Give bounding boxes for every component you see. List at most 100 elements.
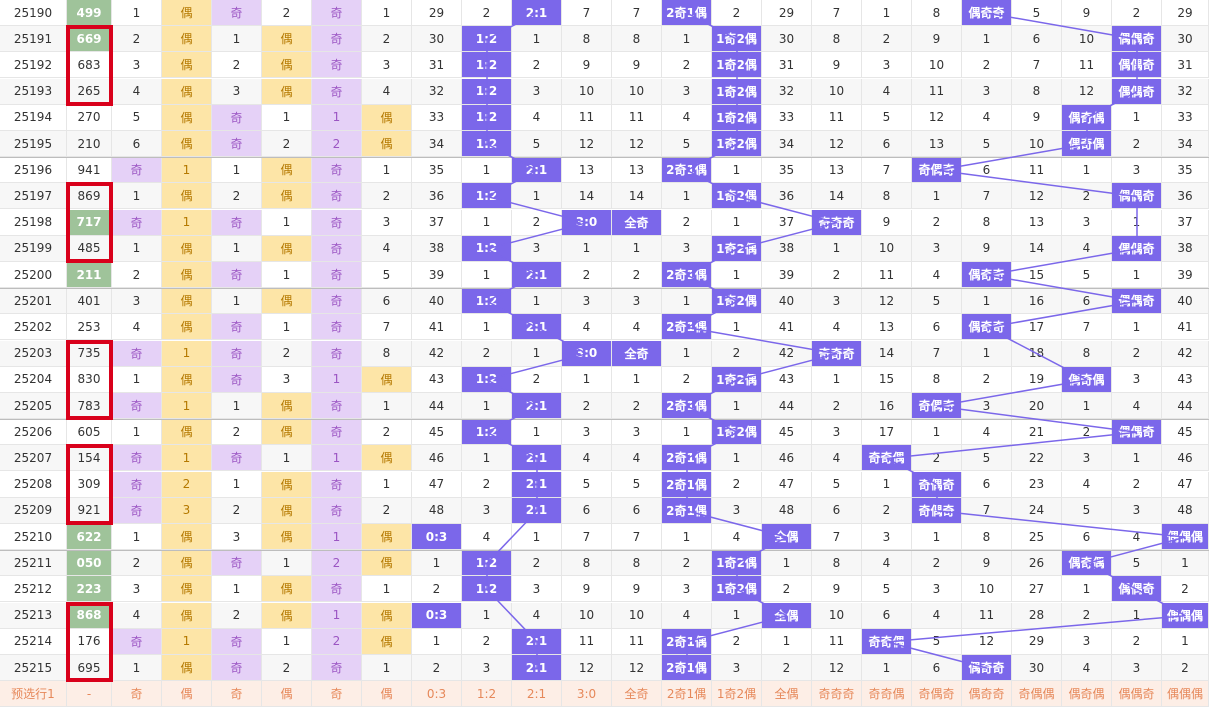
parity-cell: 2 (262, 131, 312, 157)
stat-cell: 4 (912, 602, 962, 629)
stat-cell: 4 (862, 78, 912, 105)
table-row: 25206 605 1 偶 2 偶奇 2 45 1:2 1 3 3 1 1奇2偶 45 3 17 1 4 21 2 偶偶奇… (0, 419, 1209, 446)
parity-cell: 奇 (312, 314, 362, 341)
stat-cell: 2奇1偶 (662, 471, 712, 498)
parity-cell: 1 (162, 340, 212, 367)
stat-cell: 3 (1112, 655, 1162, 681)
stat-cell: 4 (912, 262, 962, 288)
stat-cell: 2 (1062, 419, 1112, 446)
parity-cell: 偶 (162, 576, 212, 603)
stat-cell: 13 (562, 157, 612, 184)
parity-cell: 2 (262, 655, 312, 681)
table-row: 25197 869 1 偶 2 偶奇 2 36 1:2 1 14 14 1 1奇2偶 36 14 8 1 7 12 2 偶… (0, 183, 1209, 210)
stat-cell: 2 (1112, 131, 1162, 157)
stat-cell: 31 (762, 52, 812, 79)
stat-cell: 1 (512, 288, 562, 315)
stat-cell: 3 (912, 235, 962, 262)
parity-cell: 偶 (162, 131, 212, 157)
issue-cell: 25202 (0, 314, 67, 341)
stat-cell: 2 (612, 262, 662, 288)
stat-cell: 2 (712, 471, 762, 498)
stat-cell: 2 (562, 262, 612, 288)
stat-cell: 1 (1112, 314, 1162, 341)
table-row: 25215 695 1 偶奇 2 奇 1 2 3 2:1 12 12 2奇1偶 3 2 12 1 6 偶奇奇 30 4 3… (0, 655, 1209, 681)
stat-cell: 1 (462, 262, 512, 288)
stat-cell: 5 (512, 131, 562, 157)
stat-cell: 37 (412, 209, 462, 236)
stat-cell: 3 (1062, 445, 1112, 472)
stat-cell: 2 (912, 209, 962, 236)
parity-cell: 2 (112, 26, 162, 53)
stat-cell: 4 (1062, 471, 1112, 498)
stat-cell: 2 (662, 209, 712, 236)
stat-cell: 4 (812, 314, 862, 341)
stat-cell: 9 (612, 52, 662, 79)
table-row: 25204 830 1 偶奇 3 1 偶 43 1:2 2 1 1 2 1奇2偶 43 1 15 8 2 19 偶奇偶 3… (0, 366, 1209, 393)
parity-cell: 奇 (112, 471, 162, 498)
issue-cell: 25196 (0, 157, 67, 184)
stat-cell: 1 (712, 314, 762, 341)
table-row: 25205 783 奇 1 1 偶奇 1 44 1 2:1 2 2 2奇1偶 1 44 2 16 奇偶奇 3 20 1 4… (0, 393, 1209, 419)
issue-cell: 25201 (0, 288, 67, 315)
parity-cell: 偶 (362, 550, 412, 577)
stat-cell: 3 (962, 393, 1012, 419)
stat-cell: 33 (762, 104, 812, 131)
footer-cell: 1:2 (462, 681, 512, 708)
stat-cell: 7 (812, 0, 862, 26)
stat-cell: 10 (562, 602, 612, 629)
parity-cell: 偶 (262, 419, 312, 446)
parity-cell: 奇 (312, 262, 362, 288)
stat-cell: 5 (862, 576, 912, 603)
stat-cell: 32 (1162, 78, 1209, 105)
parity-cell: 奇 (212, 314, 262, 341)
stat-cell: 17 (1012, 314, 1062, 341)
parity-cell: 1 (162, 628, 212, 655)
footer-cell: 偶偶奇 (1112, 681, 1162, 708)
stat-cell: 6 (962, 157, 1012, 184)
table-row: 25214 176 奇 1 奇 1 2 偶 1 2 2:1 11 11 2奇1偶 2 1 11 奇奇偶 5 12 29 3… (0, 628, 1209, 655)
stat-cell: 37 (1162, 209, 1209, 236)
stat-cell: 1 (1112, 104, 1162, 131)
stat-cell: 5 (1062, 262, 1112, 288)
parity-cell: 1 (262, 104, 312, 131)
stat-cell: 6 (1062, 288, 1112, 315)
stat-cell: 12 (812, 655, 862, 681)
stat-cell: 16 (1012, 288, 1062, 315)
stat-cell: 全偶 (762, 602, 812, 629)
stat-cell: 41 (412, 314, 462, 341)
footer-cell: 偶奇偶 (1062, 681, 1112, 708)
issue-cell: 25213 (0, 602, 67, 629)
stat-cell: 5 (1012, 0, 1062, 26)
parity-cell: 7 (362, 314, 412, 341)
parity-cell: 奇 (112, 340, 162, 367)
stat-cell: 4 (1112, 524, 1162, 550)
stat-cell: 12 (862, 288, 912, 315)
stat-cell: 2 (412, 655, 462, 681)
stat-cell: 37 (762, 209, 812, 236)
parity-cell: 奇 (312, 52, 362, 79)
stat-cell: 30 (1012, 655, 1062, 681)
stat-cell: 2 (812, 262, 862, 288)
table-row: 25203 735 奇 1 奇 2 奇 8 42 2 1 3:0 全奇 1 2 42 奇奇奇 14 7 1 18 8 2 42 (0, 340, 1209, 367)
stat-cell: 11 (1062, 52, 1112, 79)
number-cell: 669 (67, 26, 112, 53)
stat-cell: 7 (1012, 52, 1062, 79)
number-cell: 605 (67, 419, 112, 446)
stat-cell: 1:2 (462, 131, 512, 157)
stat-cell: 1:2 (462, 576, 512, 603)
table-row: 25200 211 2 偶奇 1 奇 5 39 1 2:1 2 2 2奇1偶 1 39 2 11 4 偶奇奇 15 5 1… (0, 262, 1209, 288)
parity-cell: 偶 (362, 131, 412, 157)
stat-cell: 7 (612, 524, 662, 550)
stat-cell: 2 (962, 52, 1012, 79)
footer-row: 预选行1- 奇偶奇偶奇偶 0:3 1:2 2:1 3:0 全奇 2奇1偶 1奇2偶 全偶 奇奇奇 奇奇… (0, 681, 1209, 708)
stat-cell: 1奇2偶 (712, 78, 762, 105)
stat-cell: 3 (812, 419, 862, 446)
parity-cell: 2 (112, 262, 162, 288)
stat-cell: 38 (1162, 235, 1209, 262)
stat-cell: 32 (412, 78, 462, 105)
stat-cell: 7 (562, 524, 612, 550)
stat-cell: 1 (612, 235, 662, 262)
table-row: 25191 669 2 偶 1 偶奇 2 30 1:2 1 8 8 1 1奇2偶 30 8 2 9 1 6 10 偶偶奇 3… (0, 26, 1209, 53)
parity-cell: 1 (162, 393, 212, 419)
stat-cell: 11 (612, 628, 662, 655)
